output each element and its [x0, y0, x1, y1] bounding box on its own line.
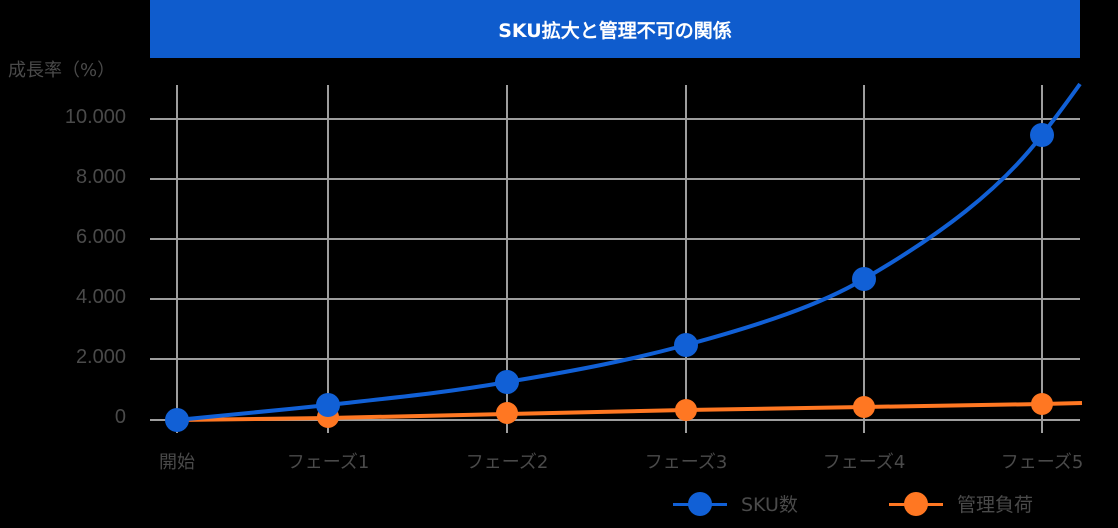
legend-item-load: 管理負荷 — [889, 490, 1033, 517]
y-tick-8000: 8.000 — [75, 166, 126, 188]
sku-series-line — [176, 82, 1082, 422]
y-axis-label: 成長率（%） — [8, 60, 116, 81]
legend-label-sku: SKU数 — [741, 494, 798, 516]
x-tick-phase4: フェーズ4 — [822, 452, 906, 473]
x-tick-phase1: フェーズ1 — [286, 452, 370, 473]
legend-item-sku: SKU数 — [673, 490, 798, 517]
load-legend-marker-icon — [889, 491, 943, 517]
y-tick-4000: 4.000 — [75, 286, 126, 308]
x-tick-start: 開始 — [159, 452, 195, 473]
y-tick-6000: 6.000 — [75, 226, 126, 248]
legend-label-load: 管理負荷 — [957, 494, 1034, 516]
x-tick-phase5: フェーズ5 — [1000, 452, 1084, 473]
sku-legend-marker-icon — [673, 491, 727, 517]
y-tick-2000: 2.000 — [75, 346, 126, 368]
chart-title: SKU拡大と管理不可の関係 — [150, 0, 1080, 58]
x-tick-phase3: フェーズ3 — [644, 452, 728, 473]
grid-lines — [150, 85, 1080, 433]
x-tick-phase2: フェーズ2 — [465, 452, 549, 473]
y-tick-10000: 10.000 — [64, 106, 126, 128]
sku-series-points — [165, 123, 1054, 432]
y-tick-0: 0 — [114, 406, 126, 428]
